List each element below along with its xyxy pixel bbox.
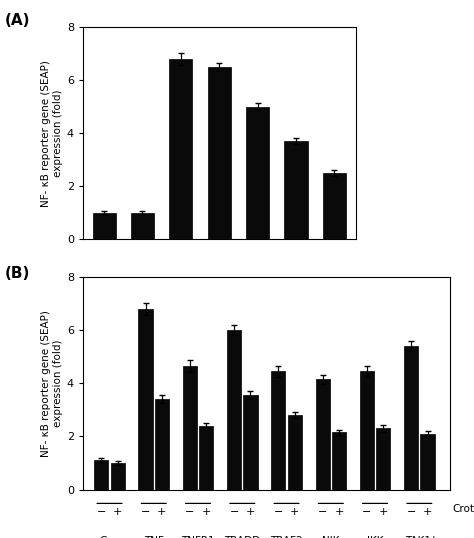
Text: Crotepoxide: Crotepoxide — [361, 299, 424, 309]
Y-axis label: NF- κB reporter gene (SEAP)
expression (fold): NF- κB reporter gene (SEAP) expression (… — [41, 310, 63, 457]
Bar — [110, 463, 125, 490]
Text: −: − — [229, 507, 239, 516]
Text: +: + — [201, 507, 211, 516]
Bar — [92, 213, 116, 239]
Text: Con: Con — [100, 536, 120, 538]
Bar — [332, 433, 346, 490]
Text: 10: 10 — [213, 345, 225, 356]
Bar — [131, 213, 154, 239]
Bar — [155, 399, 169, 490]
Text: (A): (A) — [5, 13, 30, 29]
Text: (B): (B) — [5, 266, 30, 281]
Y-axis label: NF- κB reporter gene (SEAP)
expression (fold): NF- κB reporter gene (SEAP) expression (… — [41, 60, 63, 207]
Bar — [360, 371, 374, 490]
Text: TAK1/
TAB1: TAK1/ TAB1 — [405, 536, 434, 538]
Text: −: − — [97, 507, 106, 516]
Bar — [420, 434, 435, 490]
Text: IKK: IKK — [367, 536, 383, 538]
Text: TNF: TNF — [144, 536, 164, 538]
Text: TRAF2: TRAF2 — [270, 536, 303, 538]
Bar — [284, 141, 308, 239]
Text: 100: 100 — [325, 345, 344, 356]
Text: −: − — [362, 507, 372, 516]
Text: +: + — [379, 507, 388, 516]
Bar — [271, 371, 285, 490]
Bar — [376, 428, 390, 490]
Text: TNFR1: TNFR1 — [181, 536, 215, 538]
Text: −: − — [318, 507, 328, 516]
Text: −: − — [273, 507, 283, 516]
Bar — [316, 379, 330, 490]
Text: −: − — [141, 507, 150, 516]
Text: NIK: NIK — [322, 536, 339, 538]
Bar — [246, 107, 269, 239]
Bar — [288, 415, 302, 490]
Bar — [323, 173, 346, 239]
Bar — [138, 309, 153, 490]
Text: +: + — [113, 507, 122, 516]
Text: +: + — [157, 507, 167, 516]
Text: 50: 50 — [290, 345, 302, 356]
Text: 25: 25 — [251, 345, 264, 356]
Bar — [199, 426, 213, 490]
Bar — [404, 346, 418, 490]
Text: +: + — [334, 507, 344, 516]
Bar — [169, 59, 192, 239]
Text: NF- κB: NF- κB — [165, 345, 197, 356]
Text: IκBα
D/N: IκBα D/N — [132, 345, 153, 367]
Text: Vector: Vector — [89, 345, 119, 356]
Text: −: − — [406, 507, 416, 516]
Text: +: + — [290, 507, 300, 516]
Text: +: + — [246, 507, 255, 516]
Bar — [183, 366, 197, 490]
Bar — [208, 67, 231, 239]
Text: −: − — [185, 507, 194, 516]
Text: TRADD: TRADD — [224, 536, 260, 538]
Text: +: + — [423, 507, 432, 516]
Bar — [243, 395, 257, 490]
Text: TNF: TNF — [247, 392, 268, 402]
Bar — [94, 461, 109, 490]
Bar — [227, 330, 241, 490]
Text: Crotepoxide: Crotepoxide — [452, 505, 474, 514]
